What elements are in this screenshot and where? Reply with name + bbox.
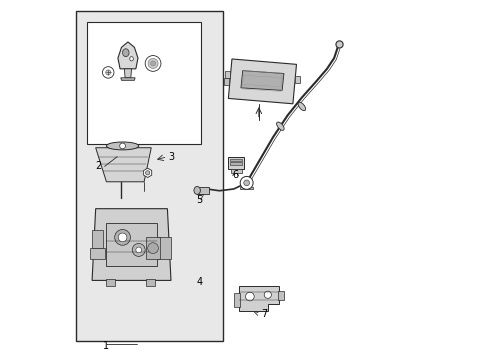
Ellipse shape	[194, 186, 200, 194]
Ellipse shape	[106, 142, 139, 150]
Text: 5: 5	[196, 195, 203, 205]
Circle shape	[240, 176, 253, 189]
Circle shape	[145, 55, 161, 71]
Text: 7: 7	[261, 310, 267, 319]
Polygon shape	[231, 169, 242, 173]
Bar	[145, 279, 155, 286]
Polygon shape	[240, 187, 253, 189]
Polygon shape	[228, 59, 296, 104]
Polygon shape	[118, 42, 138, 69]
Circle shape	[245, 292, 254, 301]
Polygon shape	[241, 71, 284, 90]
Ellipse shape	[129, 57, 133, 61]
Circle shape	[102, 67, 114, 78]
Circle shape	[132, 243, 145, 256]
Polygon shape	[156, 237, 171, 259]
Polygon shape	[121, 78, 135, 80]
Circle shape	[150, 61, 155, 66]
Polygon shape	[124, 69, 131, 78]
Ellipse shape	[298, 102, 305, 111]
Bar	[106, 279, 115, 286]
Circle shape	[147, 243, 158, 253]
Circle shape	[264, 291, 271, 298]
Text: 3: 3	[167, 152, 174, 162]
Polygon shape	[228, 157, 244, 169]
Bar	[86, 22, 201, 144]
Circle shape	[115, 229, 130, 245]
Circle shape	[145, 171, 149, 175]
Polygon shape	[197, 187, 208, 194]
Polygon shape	[90, 248, 104, 259]
Polygon shape	[239, 286, 278, 311]
Circle shape	[244, 180, 249, 186]
Circle shape	[118, 233, 126, 242]
Polygon shape	[143, 168, 151, 177]
Circle shape	[120, 143, 125, 149]
Text: 6: 6	[232, 170, 238, 180]
Circle shape	[136, 247, 142, 253]
Polygon shape	[224, 71, 230, 78]
Bar	[76, 12, 223, 341]
Text: 2: 2	[95, 161, 102, 171]
Polygon shape	[92, 209, 171, 280]
Text: 4: 4	[196, 277, 203, 287]
Ellipse shape	[122, 49, 129, 57]
Text: 1: 1	[103, 341, 109, 351]
Bar	[230, 162, 242, 165]
Bar	[230, 159, 242, 161]
Circle shape	[148, 58, 158, 68]
Circle shape	[105, 70, 110, 75]
Bar	[277, 291, 283, 300]
Polygon shape	[92, 230, 102, 248]
Bar	[233, 293, 240, 307]
Polygon shape	[294, 76, 300, 83]
Circle shape	[335, 41, 343, 48]
Bar	[106, 223, 156, 266]
Polygon shape	[224, 78, 229, 85]
Polygon shape	[96, 148, 151, 182]
Bar	[145, 237, 160, 259]
Ellipse shape	[276, 122, 284, 130]
